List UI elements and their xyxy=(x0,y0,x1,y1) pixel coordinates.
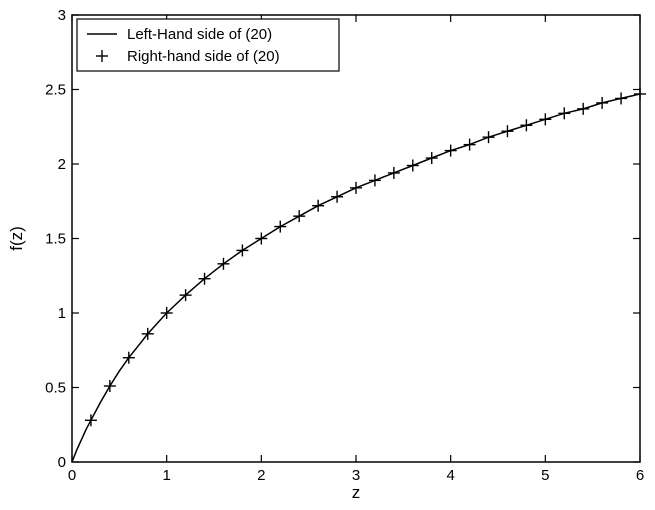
plot-frame xyxy=(71,14,641,463)
legend: Left-Hand side of (20) Right-hand side o… xyxy=(76,18,340,72)
plus-marker-point xyxy=(217,257,230,270)
plus-marker-point xyxy=(179,289,192,302)
legend-entry-left-hand: Left-Hand side of (20) xyxy=(127,26,272,43)
y-tick-label: 3 xyxy=(58,7,66,24)
plot-content xyxy=(71,87,646,463)
plus-marker-point xyxy=(596,96,609,109)
y-tick-label: 0 xyxy=(58,454,66,471)
plus-marker-point xyxy=(558,107,571,120)
plus-marker-point xyxy=(293,210,306,223)
plus-marker-point xyxy=(520,119,533,132)
plus-marker-point xyxy=(255,232,268,245)
plus-marker-point xyxy=(160,307,173,319)
plus-marker-point xyxy=(501,125,514,138)
plus-marker-point xyxy=(331,190,344,203)
plus-marker-point xyxy=(312,199,325,212)
x-tick-label: 4 xyxy=(446,467,454,484)
plus-marker-point xyxy=(198,272,211,285)
x-tick-label: 2 xyxy=(257,467,265,484)
plus-marker-point xyxy=(274,220,287,233)
plus-marker-point xyxy=(350,181,362,194)
plus-marker-point xyxy=(103,380,116,393)
legend-box xyxy=(76,18,340,72)
plus-marker-point xyxy=(236,244,249,257)
plus-marker-point xyxy=(425,152,438,165)
legend-entry-right-hand: Right-hand side of (20) xyxy=(127,48,280,65)
plus-marker-point xyxy=(84,414,97,427)
plus-marker-point xyxy=(141,327,154,340)
x-tick-label: 5 xyxy=(541,467,549,484)
plus-marker-point xyxy=(387,166,400,179)
x-tick-label: 6 xyxy=(636,467,644,484)
x-tick-label: 1 xyxy=(162,467,170,484)
x-tick-label: 0 xyxy=(68,467,76,484)
y-tick-label: 2 xyxy=(58,156,66,173)
y-tick-label: 2.5 xyxy=(45,82,66,99)
plus-marker-point xyxy=(406,159,419,172)
plus-marker-point xyxy=(615,92,628,105)
plus-marker-point xyxy=(444,144,457,157)
series-line-left-hand xyxy=(71,93,641,463)
plus-marker-point xyxy=(577,102,590,115)
axis-ticks xyxy=(71,14,641,463)
tick-labels: 0 1 2 3 4 5 6 0 0.5 1 1.5 2 2.5 3 xyxy=(45,7,644,484)
plus-marker-point xyxy=(539,113,552,126)
y-tick-label: 1.5 xyxy=(45,231,66,248)
y-tick-label: 1 xyxy=(58,305,66,322)
plus-marker-point xyxy=(482,131,495,144)
x-axis-label: z xyxy=(352,483,361,502)
plus-marker-point xyxy=(368,174,381,187)
plus-marker-point xyxy=(122,351,135,364)
y-tick-label: 0.5 xyxy=(45,380,66,397)
legend-plus-marker-sample xyxy=(96,50,108,62)
x-tick-label: 3 xyxy=(352,467,360,484)
plus-marker-point xyxy=(463,138,476,151)
y-axis-label: f(z) xyxy=(7,226,26,251)
